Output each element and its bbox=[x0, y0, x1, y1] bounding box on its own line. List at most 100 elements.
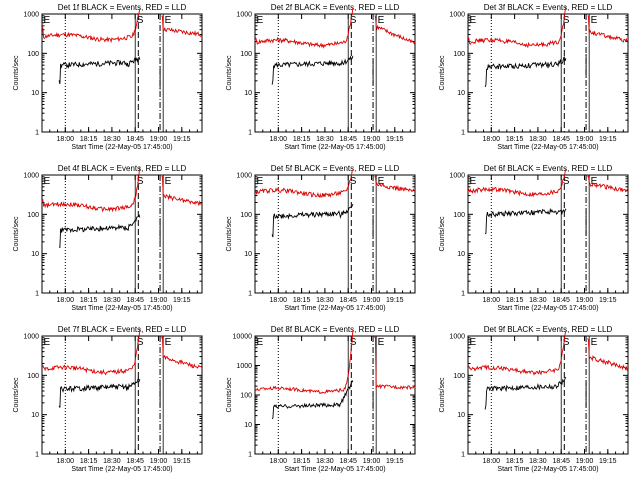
y-tick-label: 100 bbox=[453, 212, 465, 219]
events-series-line bbox=[484, 55, 567, 88]
x-tick-label: 18:45 bbox=[552, 297, 570, 304]
x-tick-label: 19:00 bbox=[576, 458, 594, 465]
panel-title: Det 4f BLACK = Events, RED = LLD bbox=[58, 164, 187, 173]
lld-series-line bbox=[374, 174, 416, 193]
y-tick-label: 1000 bbox=[23, 12, 39, 19]
panel-det-7f: Det 7f BLACK = Events, RED = LLD 1 10 100 10… bbox=[13, 325, 203, 473]
panel-det-6f: Det 6f BLACK = Events, RED = LLD 1 10 100 10… bbox=[439, 164, 629, 312]
x-tick-label: 18:45 bbox=[339, 458, 357, 465]
event-marker-label: S bbox=[137, 15, 144, 26]
event-marker-label: E bbox=[165, 176, 172, 187]
y-tick-label: 10000 bbox=[233, 334, 253, 341]
lld-series-line bbox=[587, 174, 629, 193]
x-tick-label: 19:15 bbox=[173, 136, 191, 143]
x-tick-label: 18:45 bbox=[126, 297, 144, 304]
panel-title: Det 8f BLACK = Events, RED = LLD bbox=[271, 325, 400, 334]
x-tick-label: 19:00 bbox=[150, 136, 168, 143]
x-tick-label: 19:00 bbox=[150, 458, 168, 465]
x-tick-label: 19:15 bbox=[599, 458, 617, 465]
x-axis-label: Start Time (22-May-05 17:45:00) bbox=[71, 305, 172, 312]
y-tick-label: 1 bbox=[248, 452, 252, 459]
lld-series-line bbox=[374, 335, 416, 391]
event-marker-label: E bbox=[378, 337, 385, 348]
events-series-line bbox=[484, 207, 567, 235]
panel-det-8f: Det 8f BLACK = Events, RED = LLD 1 10 100 10… bbox=[226, 325, 416, 473]
y-tick-label: 1000 bbox=[236, 12, 252, 19]
y-axis-label: Counts/sec bbox=[439, 216, 446, 252]
y-tick-label: 1 bbox=[461, 130, 465, 137]
event-marker-label: E bbox=[378, 176, 385, 187]
x-tick-label: 18:30 bbox=[529, 297, 547, 304]
x-tick-label: 18:30 bbox=[529, 458, 547, 465]
event-marker-label: E bbox=[257, 176, 264, 187]
events-series-line bbox=[271, 203, 354, 238]
x-tick-label: 18:30 bbox=[316, 136, 334, 143]
plot-frame bbox=[41, 174, 203, 294]
x-tick-label: 19:15 bbox=[386, 297, 404, 304]
event-marker-label: E bbox=[44, 15, 51, 26]
y-tick-label: 1 bbox=[35, 452, 39, 459]
panel-det-5f: Det 5f BLACK = Events, RED = LLD 1 10 100 10… bbox=[226, 164, 416, 312]
y-tick-label: 1 bbox=[35, 130, 39, 137]
events-series-line bbox=[484, 376, 567, 410]
x-tick-label: 19:00 bbox=[576, 297, 594, 304]
events-series-line bbox=[58, 213, 141, 249]
x-tick-label: 18:15 bbox=[293, 297, 311, 304]
event-marker-label: E bbox=[257, 337, 264, 348]
x-axis-label: Start Time (22-May-05 17:45:00) bbox=[284, 305, 385, 312]
x-tick-label: 18:00 bbox=[270, 136, 288, 143]
y-tick-label: 10 bbox=[244, 251, 252, 258]
panel-title: Det 1f BLACK = Events, RED = LLD bbox=[58, 3, 187, 12]
y-tick-label: 10 bbox=[457, 251, 465, 258]
y-tick-label: 1000 bbox=[23, 334, 39, 341]
lld-series-line bbox=[587, 338, 629, 371]
y-axis-label: Counts/sec bbox=[13, 377, 20, 413]
x-tick-label: 18:15 bbox=[506, 136, 524, 143]
lld-series-line bbox=[254, 7, 354, 49]
events-series-line bbox=[58, 376, 141, 408]
x-tick-label: 18:45 bbox=[552, 136, 570, 143]
y-tick-label: 10 bbox=[244, 422, 252, 429]
y-axis-label: Counts/sec bbox=[13, 216, 20, 252]
x-tick-label: 19:15 bbox=[173, 297, 191, 304]
panel-det-1f: Det 1f BLACK = Events, RED = LLD 1 10 100 10… bbox=[13, 3, 203, 151]
plot-frame bbox=[254, 335, 416, 455]
lld-series-line bbox=[41, 166, 141, 213]
panel-title: Det 9f BLACK = Events, RED = LLD bbox=[484, 325, 613, 334]
x-axis-label: Start Time (22-May-05 17:45:00) bbox=[284, 466, 385, 473]
x-tick-label: 19:15 bbox=[173, 458, 191, 465]
x-tick-label: 19:15 bbox=[386, 458, 404, 465]
y-tick-label: 1 bbox=[248, 130, 252, 137]
y-tick-label: 100 bbox=[453, 373, 465, 380]
panel-title: Det 5f BLACK = Events, RED = LLD bbox=[271, 164, 400, 173]
event-marker-label: E bbox=[165, 15, 172, 26]
y-tick-label: 10 bbox=[457, 90, 465, 97]
y-tick-label: 100 bbox=[240, 212, 252, 219]
y-tick-label: 1000 bbox=[236, 173, 252, 180]
x-tick-label: 18:00 bbox=[483, 136, 501, 143]
event-marker-label: E bbox=[470, 337, 477, 348]
panel-title: Det 6f BLACK = Events, RED = LLD bbox=[484, 164, 613, 173]
y-axis-label: Counts/sec bbox=[439, 377, 446, 413]
x-tick-label: 19:00 bbox=[363, 136, 381, 143]
lld-series-line bbox=[161, 175, 203, 206]
event-marker-label: E bbox=[591, 176, 598, 187]
y-tick-label: 100 bbox=[27, 373, 39, 380]
lld-series-line bbox=[467, 168, 567, 198]
lld-series-line bbox=[374, 15, 416, 45]
y-tick-label: 10 bbox=[31, 412, 39, 419]
event-marker-label: E bbox=[165, 337, 172, 348]
x-tick-label: 18:00 bbox=[57, 136, 75, 143]
x-tick-label: 18:45 bbox=[339, 136, 357, 143]
event-marker-label: E bbox=[44, 176, 51, 187]
lld-series-line bbox=[161, 15, 203, 38]
lld-series-line bbox=[467, 330, 567, 376]
event-marker-label: E bbox=[591, 337, 598, 348]
lld-series-line bbox=[587, 15, 629, 43]
x-tick-label: 18:00 bbox=[483, 297, 501, 304]
y-tick-label: 100 bbox=[240, 393, 252, 400]
lld-series-line bbox=[41, 328, 141, 376]
lld-series-line bbox=[41, 8, 141, 44]
x-tick-label: 19:00 bbox=[363, 297, 381, 304]
events-series-line bbox=[271, 379, 354, 420]
